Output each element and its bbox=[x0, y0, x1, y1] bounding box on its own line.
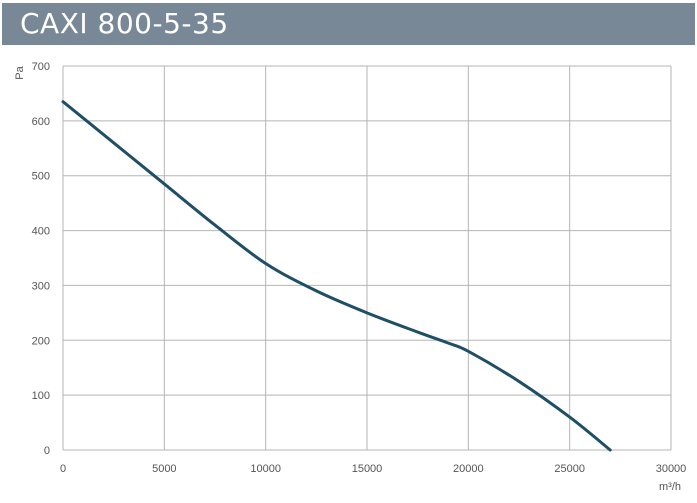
y-tick-label: 0 bbox=[44, 445, 50, 457]
y-tick-label: 200 bbox=[32, 335, 50, 347]
x-tick-label: 0 bbox=[60, 463, 66, 475]
y-tick-label: 500 bbox=[32, 171, 50, 183]
grid-layer bbox=[62, 65, 672, 451]
y-tick-label: 700 bbox=[32, 61, 50, 73]
x-tick-label: 20000 bbox=[453, 463, 484, 475]
tick-layer: 0 5000 10000 15000 20000 25000 30000 0 100 200 300… bbox=[32, 61, 687, 475]
pressure-curve-line bbox=[61, 100, 612, 452]
y-axis-label: Pa bbox=[14, 65, 26, 79]
y-tick-label: 100 bbox=[32, 390, 50, 402]
x-tick-label: 5000 bbox=[152, 463, 176, 475]
chart-title: CAXI 800-5-35 bbox=[20, 7, 229, 40]
y-tick-label: 300 bbox=[32, 280, 50, 292]
x-tick-label: 25000 bbox=[554, 463, 585, 475]
x-tick-label: 15000 bbox=[352, 463, 383, 475]
y-tick-label: 400 bbox=[32, 226, 50, 238]
y-tick-label: 600 bbox=[32, 116, 50, 128]
x-tick-label: 30000 bbox=[656, 463, 687, 475]
x-tick-label: 10000 bbox=[250, 463, 281, 475]
chart-header-bar: CAXI 800-5-35 bbox=[2, 3, 695, 45]
series-layer bbox=[61, 100, 612, 452]
x-axis-label: m³/h bbox=[659, 481, 681, 493]
